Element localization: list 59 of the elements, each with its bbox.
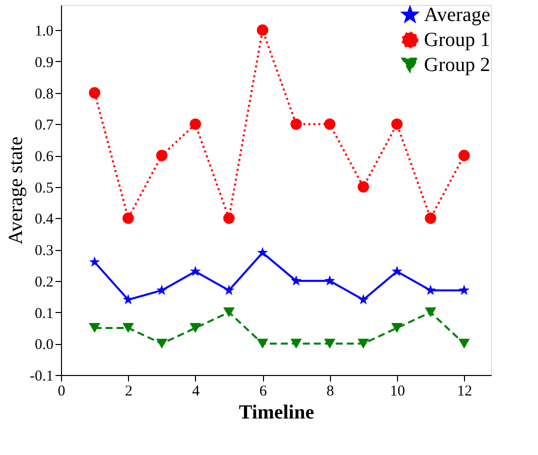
point [458,150,470,162]
point [122,212,134,224]
point [224,284,234,295]
y-tick-label: 0.2 [34,274,54,290]
point [324,118,336,130]
point [324,275,336,286]
x-tick-label: 10 [390,384,405,400]
point [290,118,302,130]
point [358,338,370,349]
point [156,338,168,349]
point [458,284,470,295]
point [392,266,402,276]
point [89,256,100,267]
y-tick-label: 0.8 [34,86,54,102]
point [190,118,202,130]
y-tick-label: 0.7 [34,118,54,134]
y-axis-title: Average state [4,136,27,244]
legend-label: Group 1 [424,29,490,51]
point [122,323,134,333]
point [424,307,436,318]
legend-label: Average [424,4,490,26]
point [391,118,403,130]
point [458,338,470,349]
y-tick-label: 0.1 [34,306,54,322]
point [358,294,369,304]
y-tick-label: 0.3 [34,243,54,260]
point [324,338,336,349]
point [223,212,235,224]
x-tick-label: 0 [58,384,66,400]
point [358,181,370,193]
x-tick-label: 8 [326,384,334,400]
y-tick-label: 0.5 [34,180,54,196]
point [290,275,302,286]
x-axis-title: Timeline [238,402,314,424]
x-tick-label: 12 [457,384,472,400]
point [256,24,268,36]
y-tick-label: -0.1 [30,368,54,384]
point [290,338,302,349]
point [88,323,100,333]
point [156,150,168,162]
x-tick-label: 6 [259,384,268,400]
y-tick-label: 0.6 [34,149,54,166]
point [223,307,235,318]
y-tick-label: 0.0 [34,337,54,354]
point [156,284,168,295]
y-tick-label: 0.9 [34,54,54,71]
y-tick-label: 0.4 [34,212,54,228]
point [425,284,436,295]
point [391,323,403,333]
point [88,87,100,98]
x-tick-label: 2 [124,384,132,400]
point [424,212,436,224]
point [257,247,268,258]
point [256,338,268,349]
point [190,266,201,276]
legend-label: Group 2 [424,54,490,76]
y-tick-label: 1.0 [34,24,54,40]
point [190,323,202,333]
x-tick-label: 4 [192,384,200,400]
